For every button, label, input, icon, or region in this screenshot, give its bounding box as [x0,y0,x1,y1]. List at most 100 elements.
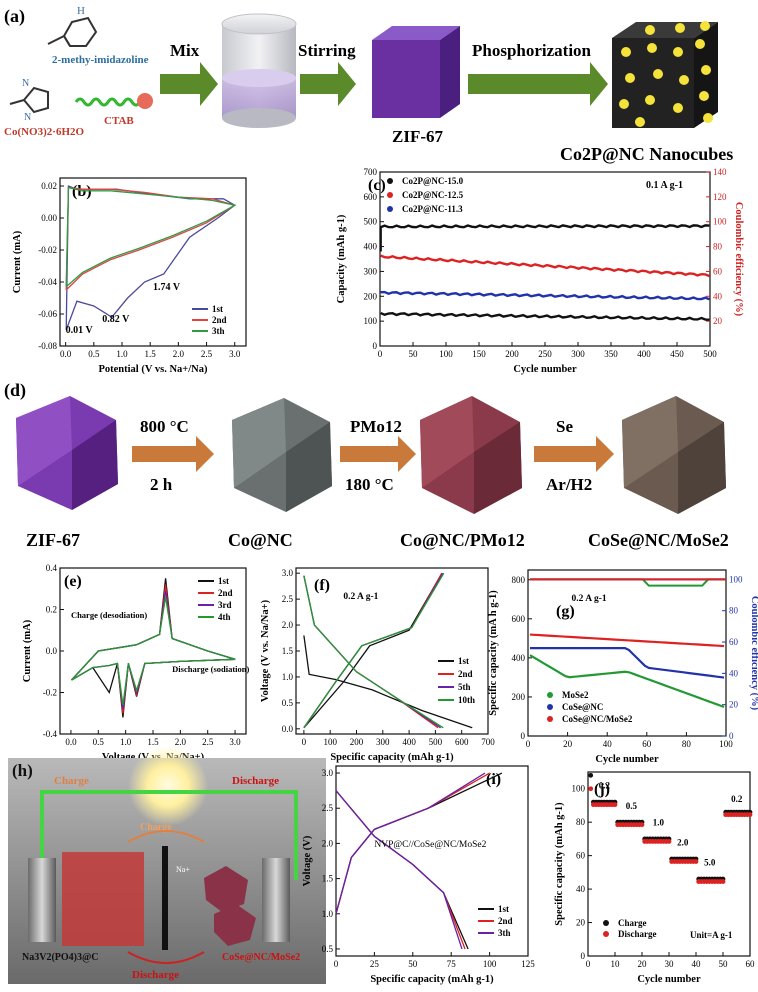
svg-text:N: N [22,78,29,89]
discharge-mid-label: Discharge [132,969,179,981]
step1-top: 800 °C [140,417,189,436]
chart-f: 0 100 200 300 400 500 600 700 0.0 0.5 1.0 1.5 2.0 2.5… [260,567,495,763]
label-conc-pmo12: Co@NC/PMo12 [400,530,525,550]
rate-label-j-4: 5.0 [704,858,716,868]
xtick-label-c-8: 400 [637,349,651,359]
rate-label-j-2: 1.0 [653,818,665,828]
legend-label-g-1: CoSe@NC [562,702,603,712]
xtick-label-b-6: 3.0 [229,349,241,359]
discharge-curve-arrow [127,951,205,964]
capacity-series-g-1 [529,647,725,679]
charge-mid-label: Charge [140,822,172,833]
rate-point-discharge-29 [666,839,672,844]
legend-marker-g-1 [547,704,553,710]
nanoparticle-dot-6 [619,99,629,109]
nanoparticle-dot-11 [701,65,711,75]
y2tick-label-g-5: 100 [729,574,743,584]
xlabel-g: Cycle number [595,754,659,765]
charge-f-3 [303,572,445,729]
zif-label: ZIF-67 [392,127,444,146]
nanoparticle-dot-16 [700,21,710,31]
xtick-label-f-7: 700 [481,737,495,747]
annot-g: 0.2 A g-1 [572,594,607,604]
annot-b-0: 0.01 V [66,325,94,336]
xtick-label-j-5: 50 [719,959,729,969]
ytick-label-c-4: 400 [364,242,378,252]
step3-top: Se [556,417,573,436]
ytick-label-c-1: 100 [364,316,378,326]
xtick-label-b-1: 0.5 [88,349,100,359]
xlabel-c: Cycle number [513,364,577,375]
ytick-label-c-6: 600 [364,192,378,202]
ytick-label-j-5: 100 [572,784,586,794]
legend-marker-c-1 [387,192,393,198]
nanoparticle-dot-13 [703,113,713,123]
xtick-label-c-10: 500 [703,349,717,359]
xlabel-f: Specific capacity (mAh g-1) [330,752,454,763]
zif67-cube-icon [372,26,460,118]
circuit-wire [40,790,298,880]
anode-particle-2 [214,904,256,946]
y2label-c: Coulombic efficiency (%) [733,202,744,317]
ytick-label-f-5: 2.5 [282,594,294,604]
conc-polyhedron-icon [232,398,332,512]
cobalt-nitrate-structure-icon [9,86,49,114]
ytick-label-i-0: 0.5 [322,944,334,954]
panel-a: (a) H 2-methy-imidazoline N N Co(NO3)2·6… [4,5,733,164]
nanoparticle-dot-10 [695,39,705,49]
legend-label-b-1: 2nd [212,315,227,325]
xlabel-b: Potential (V vs. Na+/Na) [98,364,208,375]
ytick-label-f-0: 0.0 [282,724,294,734]
ytick-label-b-3: -0.02 [38,245,57,255]
step3-arrow [534,436,614,472]
annot-e-1: Discharge (sodiation) [172,664,249,674]
product-label: Co2P@NC Nanocubes [560,144,733,164]
chart-e: 0.0 0.5 1.0 1.5 2.0 2.5 3.0-0.4-0.20.00.20.4Vo… [22,563,250,763]
ytick-label-i-5: 3.0 [322,768,334,778]
nanoparticle-dot-0 [621,47,631,57]
xtick-label-b-2: 1.0 [116,349,128,359]
panel-tag-c: (c) [368,177,386,194]
xtick-label-f-3: 300 [376,737,390,747]
y2tick-label-c-1: 40 [713,291,723,301]
plot-frame-b [59,177,247,347]
ytick-label-b-4: 0.00 [41,213,57,223]
zif67-polyhedron-icon [16,396,118,510]
xtick-label-c-6: 300 [571,349,585,359]
y2tick-label-g-0: 0 [729,731,734,741]
xtick-label-e-2: 1.0 [120,737,132,747]
chart-j: 0 10 20 30 40 50 60 0 20 40 60 80 100 Cycle number Spe… [554,771,755,985]
rate-label-j-1: 0.5 [626,801,638,811]
legend-label-b-0: 1st [212,304,223,314]
ytick-label-i-4: 2.5 [322,803,334,813]
xtick-label-g-1: 20 [563,739,573,749]
ytick-label-b-0: -0.08 [38,341,57,351]
ylabel-e: Current (mA) [22,619,33,682]
xtick-label-c-9: 450 [670,349,684,359]
xtick-label-g-3: 60 [642,739,652,749]
anode-label: CoSe@NC/MoSe2 [222,952,300,963]
cathode-collector [28,858,56,942]
xtick-label-b-5: 2.5 [201,349,213,359]
nanoparticle-dot-14 [645,25,655,35]
ytick-label-b-2: -0.04 [38,277,57,287]
cv-curve-b-2 [65,186,237,288]
cv-curve-e-1 [71,584,236,714]
ytick-label-b-1: -0.06 [38,309,57,319]
stirring-label: Stirring [298,41,356,60]
cathode-material [62,852,144,946]
legend-label-f-3: 10th [458,695,475,705]
label-conc: Co@NC [228,530,293,550]
xtick-label-c-0: 0 [378,349,383,359]
xtick-label-b-4: 2.0 [173,349,185,359]
y2tick-label-g-2: 40 [729,668,739,678]
ytick-label-f-4: 2.0 [282,620,294,630]
panel-a-tag: (a) [4,6,25,27]
xtick-label-e-3: 1.5 [147,737,159,747]
cv-curve-e-0 [71,578,236,718]
legend-label-i-1: 2nd [498,916,513,926]
cv-curve-b-0 [65,185,236,331]
legend-label-e-1: 2nd [218,588,233,598]
xtick-label-b-3: 1.5 [145,349,157,359]
